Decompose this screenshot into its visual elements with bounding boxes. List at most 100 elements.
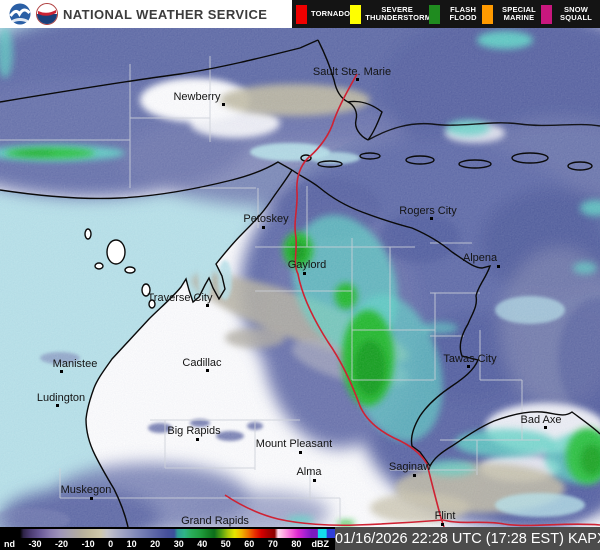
city-label: Flint [435, 510, 456, 522]
city: Tawas City [443, 353, 497, 368]
city: Traverse City [148, 292, 213, 307]
city: Flint [435, 510, 456, 526]
city-label: Manistee [53, 358, 98, 370]
scale-tick: 40 [197, 538, 208, 549]
legend-item: SNOW SQUALL [541, 4, 596, 24]
city-label: Newberry [173, 91, 221, 103]
city-label: Mount Pleasant [256, 438, 332, 450]
legend-item: SPECIAL MARINE [481, 4, 541, 24]
scale-tick: 30 [173, 538, 184, 549]
city: Grand Rapids [181, 515, 249, 527]
radar-echo-layer [0, 28, 600, 527]
city: Newberry [173, 91, 225, 106]
radar-map[interactable]: Newberry Sault Ste. Marie Petoskey Roger… [0, 28, 600, 527]
city-dot [303, 272, 306, 275]
city-label: Bad Axe [521, 414, 562, 426]
city-dot [262, 226, 265, 229]
city: Gaylord [288, 259, 327, 275]
city-dot [206, 304, 209, 307]
city-label: Tawas City [443, 353, 497, 365]
legend-item: SEVERE THUNDERSTORM [350, 4, 432, 24]
city-dot [356, 78, 359, 81]
warning-swatch [481, 4, 493, 24]
legend-item: TORNADO [296, 4, 351, 24]
city-label: Gaylord [288, 259, 327, 271]
city-dot [60, 370, 63, 373]
city-label: Big Rapids [167, 425, 221, 437]
scale-tick: -30 [28, 538, 42, 549]
city-label: Muskegon [61, 484, 112, 496]
legend-label: TORNADO [311, 8, 351, 18]
city-dot [441, 523, 444, 526]
warning-swatch [429, 4, 441, 24]
highways [224, 73, 600, 527]
city-dot [544, 426, 547, 429]
city: Petoskey [243, 213, 289, 229]
city: Manistee [53, 358, 98, 373]
city-dot [206, 369, 209, 372]
scale-tick: nd [4, 538, 15, 549]
warning-swatch [296, 4, 307, 24]
city-label: Saginaw [389, 461, 431, 473]
header-branding: NATIONAL WEATHER SERVICE [0, 0, 292, 28]
city: Big Rapids [167, 425, 221, 441]
city-dot [467, 365, 470, 368]
city-dot [313, 479, 316, 482]
city-label: Grand Rapids [181, 515, 249, 527]
city-label: Alma [296, 466, 322, 478]
scale-tick: 10 [126, 538, 137, 549]
city-label: Traverse City [148, 292, 213, 304]
city: Alma [296, 466, 322, 482]
city: Bad Axe [521, 414, 562, 429]
city-dot [90, 497, 93, 500]
scale-tick: -20 [55, 538, 69, 549]
legend-label: SNOW SQUALL [560, 4, 593, 22]
city: Muskegon [61, 484, 112, 500]
city-dot [497, 265, 500, 268]
scale-tick: 50 [220, 538, 231, 549]
scale-tick: 80 [291, 538, 302, 549]
city: Ludington [37, 392, 85, 407]
legend-label: SPECIAL MARINE [502, 4, 536, 22]
legend-label: SEVERE THUNDERSTORM [365, 4, 432, 22]
agency-title: NATIONAL WEATHER SERVICE [63, 6, 268, 22]
nws-logo-icon [36, 3, 58, 25]
scale-tick: 0 [108, 538, 114, 549]
scale-tick: 20 [150, 538, 161, 549]
noaa-logo-icon [9, 3, 31, 25]
city-labels: Newberry Sault Ste. Marie Petoskey Roger… [37, 66, 562, 527]
city-dot [56, 404, 59, 407]
city-label: Ludington [37, 392, 85, 404]
city: Saginaw [389, 461, 431, 477]
legend-label: FLASH FLOOD [449, 4, 477, 22]
warning-legend: TORNADO SEVERE THUNDERSTORM FLASH FLOOD … [292, 0, 600, 28]
city: Mount Pleasant [256, 438, 332, 454]
city-label: Sault Ste. Marie [313, 66, 391, 78]
county-lines [0, 56, 540, 527]
legend-item: FLASH FLOOD [429, 4, 482, 24]
city: Sault Ste. Marie [313, 66, 391, 81]
radar-map-canvas: Newberry Sault Ste. Marie Petoskey Roger… [0, 28, 600, 527]
scale-tick: 60 [244, 538, 255, 549]
scale-unit: dBZ [311, 538, 330, 549]
scale-ticks: nd -30 -20 -10 0 10 20 30 40 50 60 70 80 [4, 539, 302, 549]
city: Alpena [463, 252, 500, 268]
city-dot [299, 451, 302, 454]
city-label: Petoskey [243, 213, 289, 225]
city: Cadillac [182, 357, 222, 372]
reflectivity-scale: nd -30 -20 -10 0 10 20 30 40 50 60 70 80 dBZ [0, 527, 335, 550]
status-timestamp: 01/16/2026 22:28 UTC (17:28 EST) KAPX [335, 527, 600, 550]
city: Rogers City [399, 205, 457, 220]
bottom-bar: nd -30 -20 -10 0 10 20 30 40 50 60 70 80 dBZ 01/16/2… [0, 527, 600, 550]
city-dot [430, 217, 433, 220]
coastlines [0, 39, 600, 527]
header: NATIONAL WEATHER SERVICE TORNADO SEVERE … [0, 0, 600, 28]
reflectivity-gradient-bar [0, 529, 335, 538]
city-label: Cadillac [182, 357, 222, 369]
city-dot [222, 103, 225, 106]
scale-tick: 70 [267, 538, 278, 549]
warning-swatch [350, 4, 362, 24]
warning-swatch [541, 4, 553, 24]
scale-tick: -10 [81, 538, 95, 549]
